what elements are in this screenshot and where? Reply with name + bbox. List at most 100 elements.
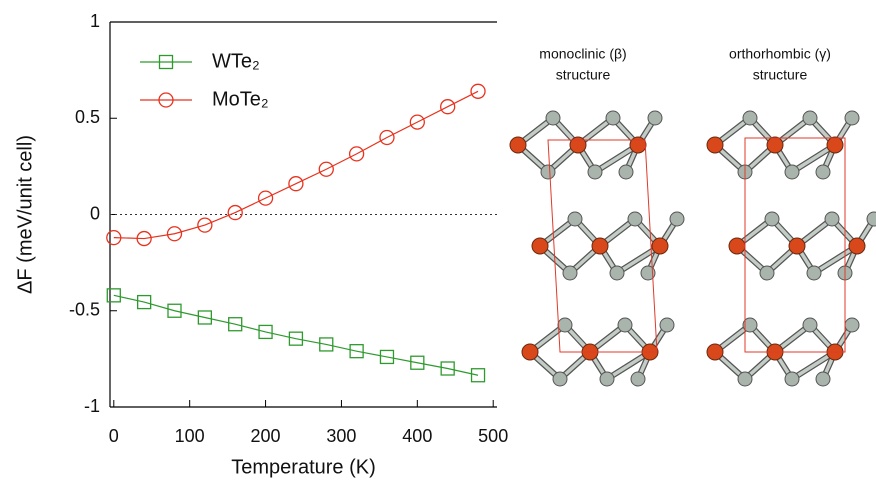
mo-atom <box>706 136 724 154</box>
te-atom <box>784 164 800 180</box>
marker <box>318 161 334 177</box>
y-tick-label: -1 <box>84 396 100 416</box>
marker <box>257 190 274 206</box>
te-atom <box>742 110 758 126</box>
marker <box>379 129 395 146</box>
x-tick-label: 300 <box>326 426 356 446</box>
x-tick-label: 0 <box>109 426 119 446</box>
legend-label: MoTe₂ <box>212 88 269 110</box>
mo-atom <box>569 136 587 154</box>
marker <box>440 361 455 376</box>
te-atom <box>557 317 573 333</box>
x-tick-label: 400 <box>402 426 432 446</box>
te-atom <box>599 371 615 387</box>
te-atom <box>545 110 561 126</box>
structure <box>509 110 685 387</box>
mo-atom <box>766 136 784 154</box>
y-tick-label: 1 <box>90 11 100 31</box>
marker <box>470 83 486 99</box>
mo-atom <box>509 136 527 154</box>
structure-title: orthorhombic (γ) <box>729 46 831 62</box>
y-tick-label: -0.5 <box>69 300 100 320</box>
marker <box>158 92 174 108</box>
marker <box>197 217 213 233</box>
structure-subtitle: structure <box>556 67 611 83</box>
te-atom <box>618 164 634 180</box>
te-atom <box>562 265 578 281</box>
te-atom <box>815 164 831 180</box>
te-atom <box>844 110 860 126</box>
mo-atom <box>591 237 609 255</box>
marker <box>288 176 304 192</box>
te-atom <box>640 265 656 281</box>
structure <box>706 110 876 387</box>
te-atom <box>627 211 643 227</box>
structure-title: monoclinic (β) <box>539 46 626 62</box>
marker <box>106 288 121 303</box>
marker <box>136 230 152 247</box>
marker <box>136 294 152 310</box>
marker <box>410 355 425 370</box>
te-atom <box>759 265 775 281</box>
x-tick-label: 200 <box>251 426 281 446</box>
te-atom <box>659 317 675 333</box>
te-atom <box>742 317 758 333</box>
mo-atom <box>788 237 806 255</box>
marker <box>106 229 122 246</box>
te-atom <box>824 211 840 227</box>
marker <box>409 114 425 130</box>
te-atom <box>806 265 822 281</box>
te-atom <box>630 371 646 387</box>
unit-cell <box>744 137 846 353</box>
mo-atom <box>706 343 724 361</box>
te-atom <box>784 371 800 387</box>
marker <box>440 99 456 115</box>
mo-atom <box>629 136 647 154</box>
marker <box>348 146 365 162</box>
te-atom <box>802 110 818 126</box>
marker <box>158 54 174 70</box>
te-atom <box>802 317 818 333</box>
mo-atom <box>651 237 669 255</box>
y-tick-label: 0 <box>90 203 100 223</box>
y-axis-label: ΔF (meV/unit cell) <box>14 135 36 294</box>
x-axis-label: Temperature (K) <box>231 456 376 478</box>
mo-atom <box>521 343 539 361</box>
unit-cell <box>547 139 658 353</box>
te-atom <box>764 211 780 227</box>
mo-atom <box>728 237 746 255</box>
te-atom <box>617 317 633 333</box>
marker <box>470 368 486 383</box>
marker <box>228 317 243 332</box>
te-atom <box>737 371 753 387</box>
series-line <box>113 90 479 240</box>
te-atom <box>587 164 603 180</box>
te-atom <box>609 265 625 281</box>
mo-atom <box>848 237 866 255</box>
x-tick-label: 100 <box>175 426 205 446</box>
te-atom <box>647 110 663 126</box>
te-atom <box>605 110 621 126</box>
te-atom <box>540 164 556 180</box>
x-tick-label: 500 <box>478 426 508 446</box>
marker <box>319 337 334 352</box>
marker <box>166 226 183 242</box>
marker <box>288 331 304 346</box>
te-atom <box>552 371 568 387</box>
y-tick-label: 0.5 <box>75 107 100 127</box>
te-atom <box>567 211 583 227</box>
legend-label: WTe₂ <box>212 50 260 72</box>
te-atom <box>844 317 860 333</box>
marker <box>258 324 273 340</box>
marker <box>197 310 213 325</box>
marker <box>379 349 395 365</box>
te-atom <box>669 211 685 227</box>
marker <box>227 204 243 221</box>
te-atom <box>815 371 831 387</box>
marker <box>349 344 364 359</box>
marker <box>167 303 182 318</box>
series-line <box>113 294 479 376</box>
mo-atom <box>531 237 549 255</box>
structure-subtitle: structure <box>753 67 808 83</box>
